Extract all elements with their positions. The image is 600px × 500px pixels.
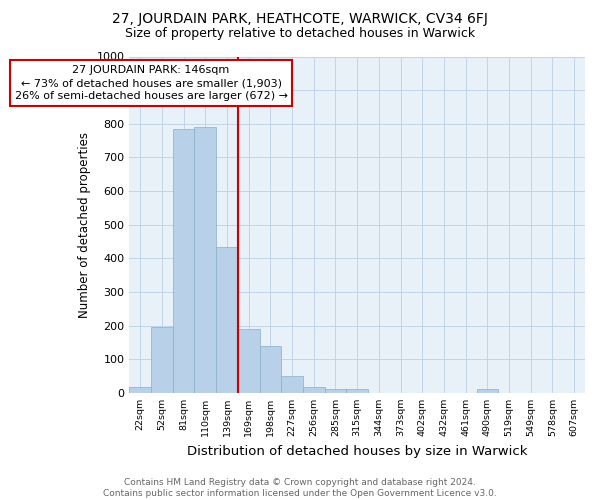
Bar: [173, 129, 194, 393]
Bar: [346, 390, 368, 393]
X-axis label: Distribution of detached houses by size in Warwick: Distribution of detached houses by size …: [187, 444, 527, 458]
Bar: [281, 376, 303, 393]
Text: 27, JOURDAIN PARK, HEATHCOTE, WARWICK, CV34 6FJ: 27, JOURDAIN PARK, HEATHCOTE, WARWICK, C…: [112, 12, 488, 26]
Bar: [303, 387, 325, 393]
Bar: [216, 246, 238, 393]
Bar: [325, 389, 346, 393]
Bar: [238, 329, 260, 393]
Text: Contains HM Land Registry data © Crown copyright and database right 2024.
Contai: Contains HM Land Registry data © Crown c…: [103, 478, 497, 498]
Bar: [130, 387, 151, 393]
Bar: [476, 390, 498, 393]
Text: Size of property relative to detached houses in Warwick: Size of property relative to detached ho…: [125, 28, 475, 40]
Y-axis label: Number of detached properties: Number of detached properties: [78, 132, 91, 318]
Text: 27 JOURDAIN PARK: 146sqm
← 73% of detached houses are smaller (1,903)
26% of sem: 27 JOURDAIN PARK: 146sqm ← 73% of detach…: [14, 65, 287, 102]
Bar: [194, 127, 216, 393]
Bar: [151, 327, 173, 393]
Bar: [260, 346, 281, 393]
